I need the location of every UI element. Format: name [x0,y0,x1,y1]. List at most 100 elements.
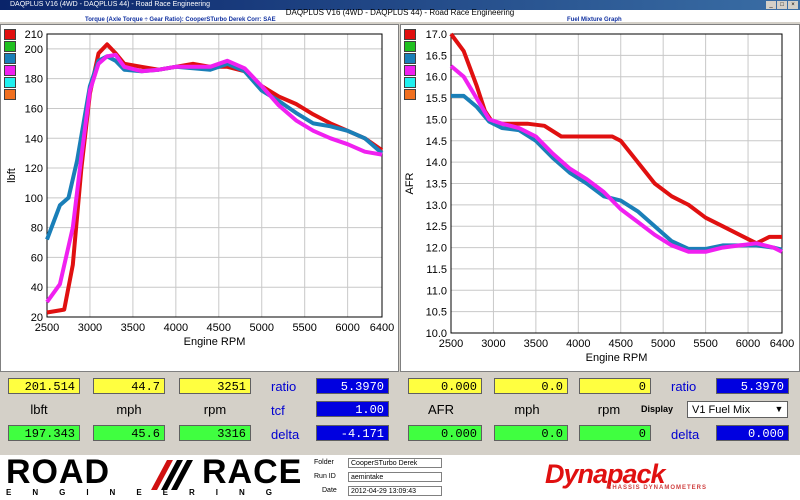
plot-frame [450,33,783,334]
y-tick-label: 10.0 [426,328,447,340]
torque-graph-subtitle: Torque (Axle Torque ÷ Gear Ratio): Coope… [85,17,276,23]
x-tick-label: 6400 [370,322,394,334]
rpm-label: rpm [203,402,227,417]
right-delta-label: delta [671,427,700,442]
series-blue-line [45,54,384,241]
series-red-line [449,32,782,246]
x-tick-label: 2500 [439,338,463,350]
x-tick-label: 3500 [524,338,548,350]
logo-race-text: RACE [202,453,303,491]
afr-chart-panel: 2500 3000 3500 4000 4500 5000 5500 6000 6400 10.0… [400,24,800,372]
x-tick-label: 6400 [770,338,794,350]
y-tick-label: 100 [25,193,43,205]
minimize-button[interactable]: _ [766,1,776,9]
x-tick-label: 5000 [651,338,675,350]
date-label: Date [322,487,337,494]
right-rpm-readout-peak: 0 [579,425,651,441]
right-rpm-label: rpm [597,402,621,417]
legend-swatch-1[interactable] [4,29,16,40]
tcf-value: 1.00 [316,401,389,417]
y-tick-label: 40 [31,282,43,294]
header-banner: DAQPLUS V16 (4WD - DAQPLUS 44) - Road Ra… [0,8,800,23]
y-tick-label: 11.0 [426,285,447,297]
display-select[interactable]: V1 Fuel Mix ▼ [687,401,788,418]
tcf-label: tcf [271,403,285,418]
y-tick-label: 13.0 [426,200,447,212]
legend-swatch-6[interactable] [4,89,16,100]
window-title: DAQPLUS V16 (4WD - DAQPLUS 44) - Road Ra… [10,1,210,8]
x-tick-label: 2500 [35,322,59,334]
dynapack-subtitle: CHASSIS DYNAMOMETERS [607,485,708,491]
y-tick-label: 210 [25,29,43,41]
logo-engineering-text: ENGINEERING [6,488,294,497]
legend-swatch-1[interactable] [404,29,416,40]
legend-swatch-6[interactable] [404,89,416,100]
y-tick-label: 17.0 [426,29,447,41]
series-magenta-line [449,64,783,254]
header-title: DAQPLUS V16 (4WD - DAQPLUS 44) - Road Ra… [285,8,515,17]
y-tick-label: 16.0 [426,72,447,84]
series-red-line [46,42,384,315]
right-ratio-value: 5.3970 [716,378,789,394]
y-tick-label: 12.0 [426,243,447,255]
fuel-graph-subtitle: Fuel Mixture Graph [567,17,622,23]
logo-slash-icon [151,460,193,490]
right-mph-label: mph [514,402,540,417]
y-tick-label: 80 [31,223,43,235]
legend-swatch-2[interactable] [404,41,416,52]
legend-swatch-3[interactable] [404,53,416,64]
x-tick-label: 5500 [693,338,717,350]
x-tick-label: 3000 [481,338,505,350]
y-tick-label: 20 [31,312,43,324]
delta-value: -4.171 [316,425,389,441]
maximize-button[interactable]: □ [777,1,787,9]
dynapack-logo: Dynapack CHASSIS DYNAMOMETERS [545,459,745,495]
legend-swatch-2[interactable] [4,41,16,52]
chevron-down-icon[interactable]: ▼ [774,404,784,414]
legend-swatch-4[interactable] [404,65,416,76]
x-axis-title: Engine RPM [184,336,246,348]
x-tick-label: 6000 [736,338,760,350]
gridlines [450,33,783,334]
afr-label: AFR [428,402,454,417]
x-tick-label: 4000 [566,338,590,350]
y-tick-label: 160 [25,103,43,115]
legend-swatch-4[interactable] [4,65,16,76]
gridlines [46,33,383,318]
folder-value: CooperSTurbo Derek [348,458,442,468]
lbft-readout-current: 201.514 [8,378,80,394]
y-tick-label: 16.5 [426,50,447,62]
footer: ROAD RACE ENGINEERING Folder CooperSTurb… [0,453,800,500]
right-mph-readout-peak: 0.0 [494,425,568,441]
mph-readout-peak: 45.6 [93,425,165,441]
afr-readout-peak: 0.000 [408,425,482,441]
legend-swatch-3[interactable] [4,53,16,64]
logo-road-text: ROAD [6,453,111,491]
x-tick-label: 3000 [78,322,102,334]
x-tick-label: 5500 [292,322,316,334]
y-tick-label: 10.5 [426,307,447,319]
x-tick-label: 4500 [609,338,633,350]
right-mph-readout-current: 0.0 [494,378,568,394]
y-tick-label: 14.5 [426,136,447,148]
legend-swatch-5[interactable] [4,77,16,88]
y-tick-label: 12.5 [426,221,447,233]
x-tick-label: 5000 [250,322,274,334]
x-tick-label: 6000 [335,322,359,334]
y-axis-title: AFR [404,172,416,194]
afr-readout-current: 0.000 [408,378,482,394]
date-value: 2012-04-29 13:09:43 [348,486,442,496]
legend-swatch-5[interactable] [404,77,416,88]
x-tick-label: 4000 [164,322,188,334]
afr-chart: 2500 3000 3500 4000 4500 5000 5500 6000 6400 10.0… [404,29,794,364]
x-tick-label: 4500 [207,322,231,334]
x-axis-title: Engine RPM [586,352,648,364]
y-tick-label: 60 [31,252,43,264]
x-tick-label: 3500 [121,322,145,334]
close-button[interactable]: × [788,1,798,9]
run-id-value: aemintake [348,472,442,482]
y-tick-label: 140 [25,133,43,145]
right-delta-value: 0.000 [716,425,789,441]
series-magenta-line [45,52,383,304]
y-tick-label: 11.5 [426,264,447,276]
